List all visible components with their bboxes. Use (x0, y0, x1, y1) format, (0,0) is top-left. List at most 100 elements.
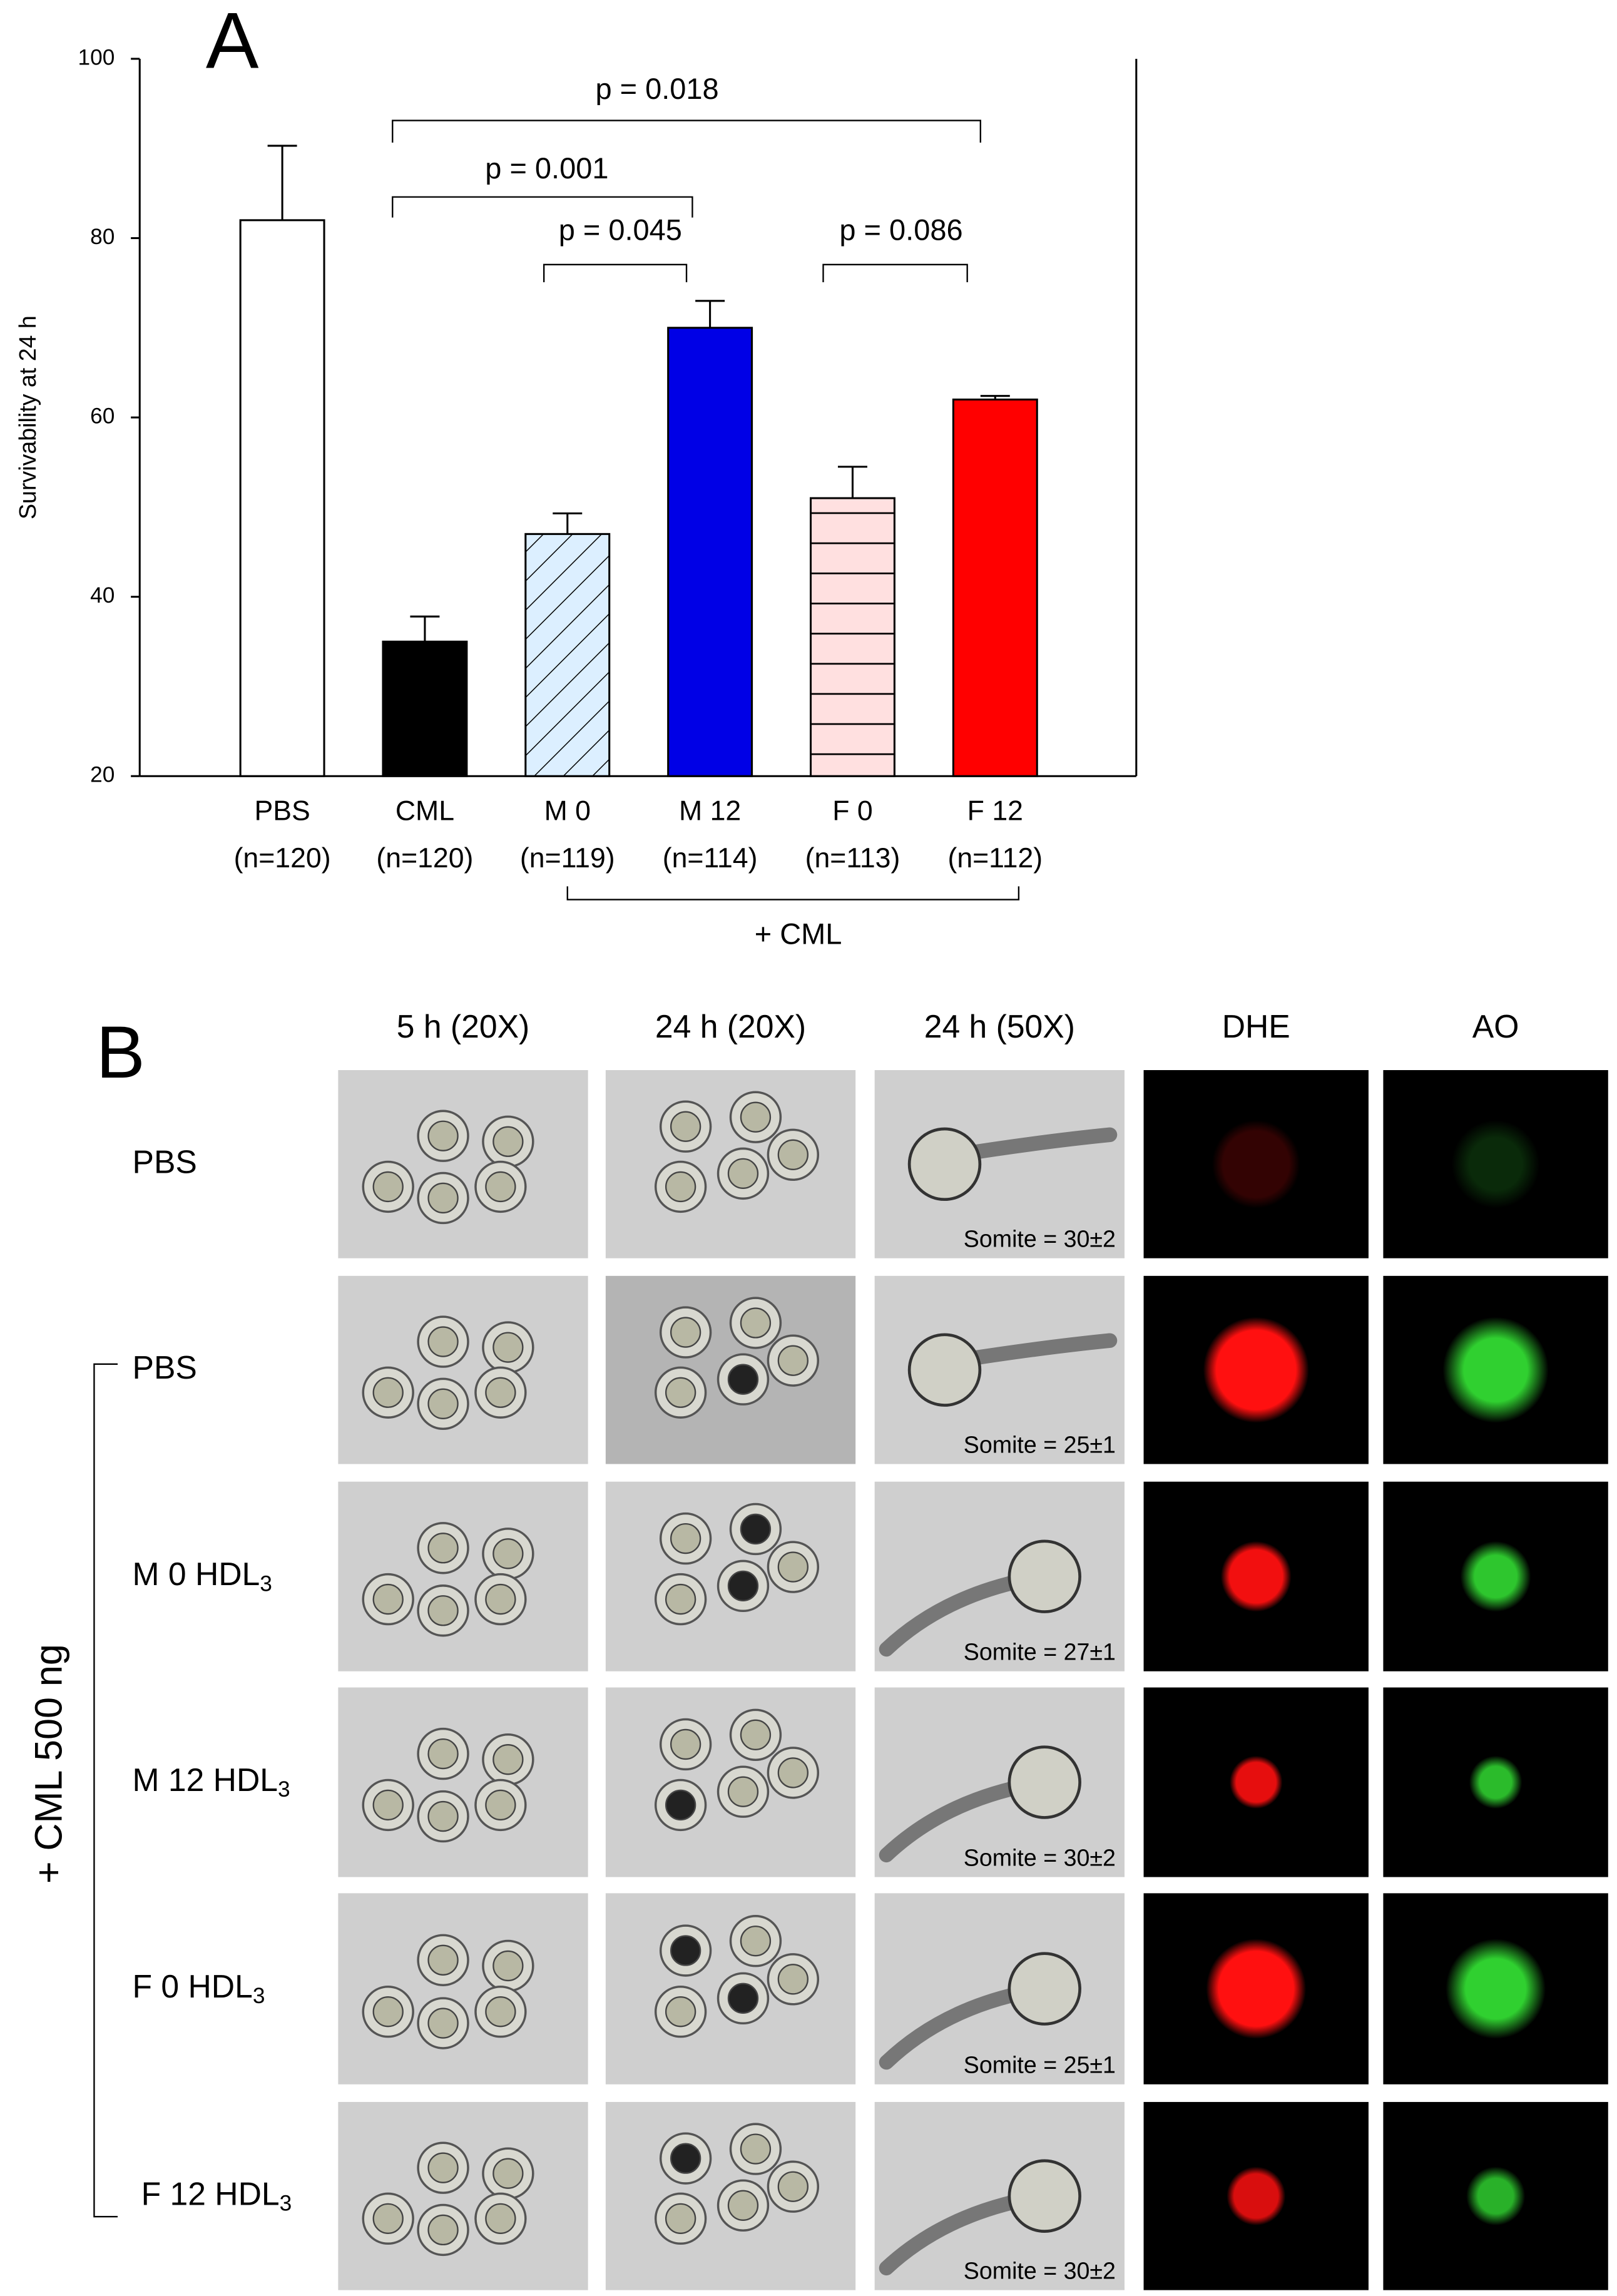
row-label: F 0 HDL3 (133, 1968, 265, 2009)
bar (952, 398, 1038, 777)
row-label: M 12 HDL3 (133, 1762, 290, 1802)
p-value: p = 0.001 (485, 151, 608, 185)
embryo-yolk (427, 1533, 459, 1564)
embryo-yolk (492, 1744, 524, 1775)
embryo-yolk (665, 1789, 696, 1821)
image-background (874, 1893, 1125, 2084)
fluorescence (1229, 1755, 1283, 1809)
embryo-yolk (485, 1377, 516, 1408)
x-tick-label: PBS (254, 796, 310, 827)
embryo-yolk (740, 1719, 772, 1750)
row-label: F 12 HDL3 (141, 2175, 292, 2216)
micrograph (1143, 1481, 1369, 1671)
embryo-yolk (665, 2203, 696, 2235)
x-tick-label: F 0 (832, 796, 872, 827)
embryo-yolk (427, 1595, 459, 1626)
embryo-yolk (777, 2171, 808, 2202)
column-header: AO (1472, 1008, 1519, 1044)
micrograph (338, 1893, 588, 2084)
micrograph (338, 1275, 588, 1464)
micrograph (1143, 1893, 1369, 2084)
fluorescence (1206, 1939, 1307, 2039)
embryo-yolk (777, 1139, 808, 1170)
embryo-yolk (670, 1523, 701, 1554)
bar (239, 219, 325, 777)
somite-count: Somite = 25±1 (964, 2051, 1116, 2078)
error-bar (410, 615, 440, 642)
image-background (338, 1893, 588, 2084)
embryo-yolk (492, 1538, 524, 1569)
embryo-yolk (777, 1964, 808, 1995)
embryo-yolk (492, 1126, 524, 1157)
micrograph (1383, 1275, 1608, 1464)
embryo-yolk (665, 1377, 696, 1408)
micrograph (1143, 1687, 1369, 1877)
embryo-yolk (740, 1101, 772, 1133)
embryo-yolk (727, 1364, 759, 1395)
error-bar (695, 300, 725, 328)
row-label-subscript: 3 (253, 1984, 265, 2008)
y-tick-label: 60 (90, 404, 115, 428)
micrograph (1143, 1070, 1369, 1258)
p-value: p = 0.045 (559, 213, 682, 247)
larva-yolk (907, 1333, 982, 1407)
panel-label: B (96, 1011, 145, 1093)
row-label: PBS (133, 1349, 197, 1385)
row-label-text: M 12 HDL (133, 1762, 278, 1798)
fluorescence (1203, 1317, 1309, 1423)
micrograph: Somite = 25±1 (874, 1275, 1125, 1464)
error-bar (553, 512, 583, 534)
embryo-yolk (485, 1789, 516, 1821)
bar (809, 497, 895, 777)
image-background (874, 2101, 1125, 2290)
embryo-yolk (740, 1926, 772, 1957)
embryo-yolk (670, 2143, 701, 2174)
embryo-yolk (427, 1944, 459, 1976)
embryo-yolk (427, 1182, 459, 1214)
fluorescence (1211, 1120, 1300, 1208)
somite-count: Somite = 30±2 (964, 1225, 1116, 1252)
significance-bracket (392, 120, 981, 143)
bar (382, 640, 468, 777)
micrograph: Somite = 25±1 (874, 1893, 1125, 2084)
micrograph (1143, 2101, 1369, 2290)
micrograph (1383, 1070, 1608, 1258)
fluorescence (1451, 1120, 1540, 1208)
embryo-yolk (727, 1570, 759, 1602)
embryo-yolk (372, 1377, 404, 1408)
error-bar (980, 395, 1010, 400)
y-tick-label: 80 (90, 225, 115, 249)
embryo-yolk (492, 2158, 524, 2189)
y-axis-label: Survivability at 24 h (14, 315, 41, 519)
bar (667, 327, 753, 777)
embryo-yolk (670, 1317, 701, 1348)
micrograph: Somite = 30±2 (874, 1070, 1125, 1258)
panel-label: A (206, 0, 259, 85)
larva-yolk (1007, 1539, 1081, 1613)
column-header: 5 h (20X) (397, 1008, 529, 1044)
embryo-yolk (372, 1789, 404, 1821)
embryo-yolk (427, 2008, 459, 2039)
embryo-yolk (727, 1158, 759, 1190)
micrograph: Somite = 30±2 (874, 1687, 1125, 1877)
micrograph (605, 1275, 856, 1464)
fluorescence (1442, 1317, 1549, 1423)
sample-size: (n=120) (234, 843, 331, 874)
micrograph (605, 2101, 856, 2290)
micrograph (1383, 1481, 1608, 1671)
micrograph (338, 1481, 588, 1671)
somite-count: Somite = 25±1 (964, 1431, 1116, 1457)
significance-bracket (543, 263, 688, 282)
micrograph (1383, 1687, 1608, 1877)
row-label-text: M 0 HDL (133, 1556, 260, 1592)
column-header: DHE (1222, 1008, 1290, 1044)
sample-size: (n=120) (376, 843, 473, 874)
embryo-yolk (427, 2214, 459, 2246)
embryo-yolk (427, 1800, 459, 1832)
fluorescence (1220, 1541, 1292, 1612)
embryo-yolk (427, 1388, 459, 1419)
y-tick-label: 40 (90, 583, 115, 608)
bar (524, 533, 611, 777)
